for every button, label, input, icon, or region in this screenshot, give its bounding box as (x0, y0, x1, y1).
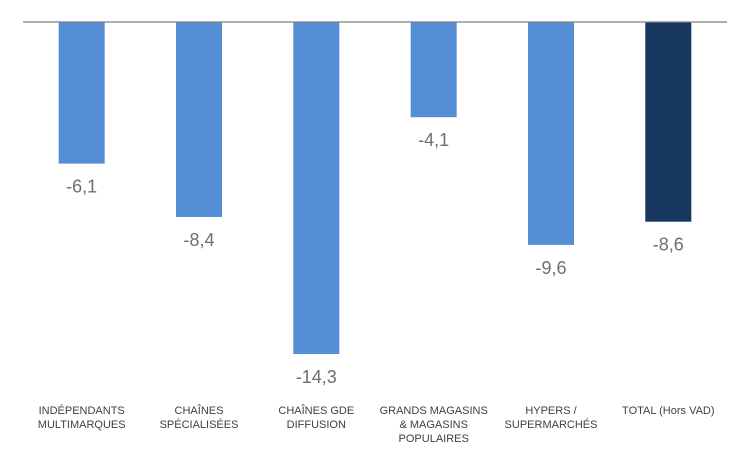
bar-2 (176, 22, 222, 217)
value-label-5: -9,6 (535, 258, 566, 278)
value-label-2: -8,4 (183, 230, 214, 250)
category-label-line: & MAGASINS (399, 419, 467, 431)
category-label-line: CHAÎNES GDE (278, 404, 354, 417)
value-label-4: -4,1 (418, 130, 449, 150)
category-label-line: POPULAIRES (399, 433, 469, 445)
bars-layer (58, 22, 692, 354)
value-label-6: -8,6 (653, 235, 684, 255)
category-label-line: MULTIMARQUES (38, 419, 126, 431)
category-label-line: TOTAL (Hors VAD) (622, 405, 715, 417)
bar-3 (293, 22, 340, 354)
category-label-line: SUPERMARCHÉS (505, 418, 598, 431)
category-label-line: CHAÎNES (175, 404, 224, 417)
value-label-3: -14,3 (296, 367, 337, 387)
value-labels-layer: -6,1 -8,4 -14,3 -4,1 -9,6 -8,6 (66, 130, 684, 387)
category-label-line: GRANDS MAGASINS (380, 405, 488, 417)
bar-4 (410, 22, 457, 118)
value-label-1: -6,1 (66, 177, 97, 197)
category-label-1: INDÉPENDANTS MULTIMARQUES (38, 404, 126, 431)
category-label-2: CHAÎNES SPÉCIALISÉES (160, 404, 239, 431)
category-label-line: INDÉPENDANTS (39, 404, 125, 417)
category-label-3: CHAÎNES GDE DIFFUSION (278, 404, 354, 431)
bar-6 (645, 22, 692, 222)
category-label-5: HYPERS / SUPERMARCHÉS (505, 405, 598, 431)
bar-5 (528, 22, 574, 245)
category-labels-layer: INDÉPENDANTS MULTIMARQUES CHAÎNES SPÉCIALIS… (38, 404, 715, 445)
bar-1 (58, 22, 105, 164)
category-label-line: HYPERS / (525, 405, 577, 417)
category-label-6: TOTAL (Hors VAD) (622, 405, 715, 417)
category-label-line: SPÉCIALISÉES (160, 418, 239, 431)
category-label-4: GRANDS MAGASINS & MAGASINS POPULAIRES (380, 405, 488, 445)
category-label-line: DIFFUSION (287, 419, 346, 431)
